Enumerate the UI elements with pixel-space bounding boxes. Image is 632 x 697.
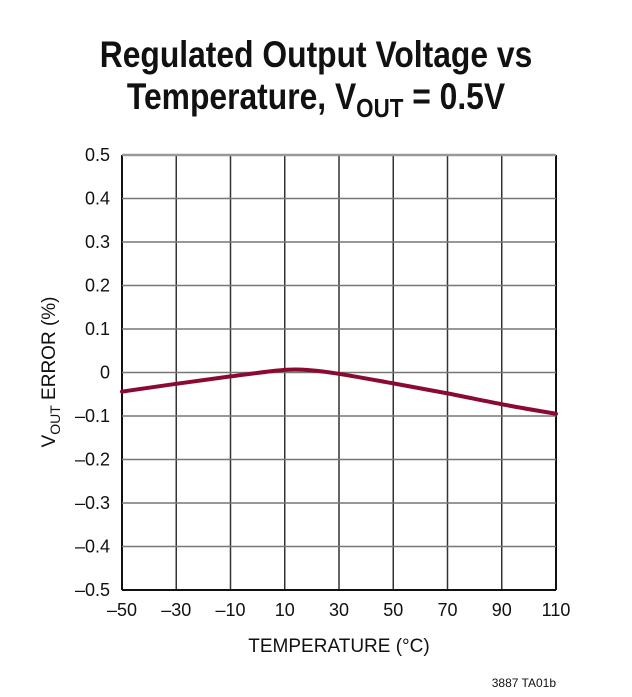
series-line (120, 367, 558, 416)
x-tick-label: –50 (107, 600, 137, 620)
x-tick-label: 90 (492, 600, 512, 620)
chart-title: Regulated Output Voltage vs Temperature,… (44, 34, 588, 129)
title-sub: OUT (356, 93, 404, 123)
x-tick-label: 110 (542, 600, 571, 620)
x-axis-label: TEMPERATURE (°C) (248, 636, 429, 657)
footnote: 3887 TA01b (491, 676, 556, 690)
y-tick-label: 0.2 (85, 276, 110, 296)
y-tick-label: –0.3 (75, 493, 110, 513)
x-tick-label: –10 (215, 600, 245, 620)
x-tick-label: 30 (329, 600, 349, 620)
y-tick-label: –0.5 (75, 580, 110, 600)
y-label-suffix: ERROR (%) (39, 297, 60, 406)
y-tick-label: 0 (100, 363, 110, 383)
y-label-sub: OUT (47, 405, 63, 435)
y-tick-label: 0.1 (85, 319, 110, 339)
x-tick-label: 70 (437, 600, 457, 620)
y-tick-label: 0.4 (85, 189, 110, 209)
x-tick-label: 50 (383, 600, 403, 620)
title-suffix: = 0.5V (403, 76, 506, 117)
y-tick-label: –0.4 (75, 537, 110, 557)
x-tick-label: –30 (161, 600, 191, 620)
y-tick-label: –0.1 (75, 406, 110, 426)
title-line-1: Regulated Output Voltage vs (99, 34, 533, 75)
y-tick-label: –0.2 (75, 450, 110, 470)
title-prefix: Temperature, V (126, 76, 357, 117)
y-tick-label: 0.5 (85, 145, 110, 165)
title-line-2: Temperature, VOUT = 0.5V (44, 76, 588, 129)
y-label-prefix: V (39, 434, 60, 447)
y-tick-label: 0.3 (85, 232, 110, 252)
y-axis-label: VOUT ERROR (%) (39, 297, 63, 448)
x-tick-label: 10 (275, 600, 295, 620)
